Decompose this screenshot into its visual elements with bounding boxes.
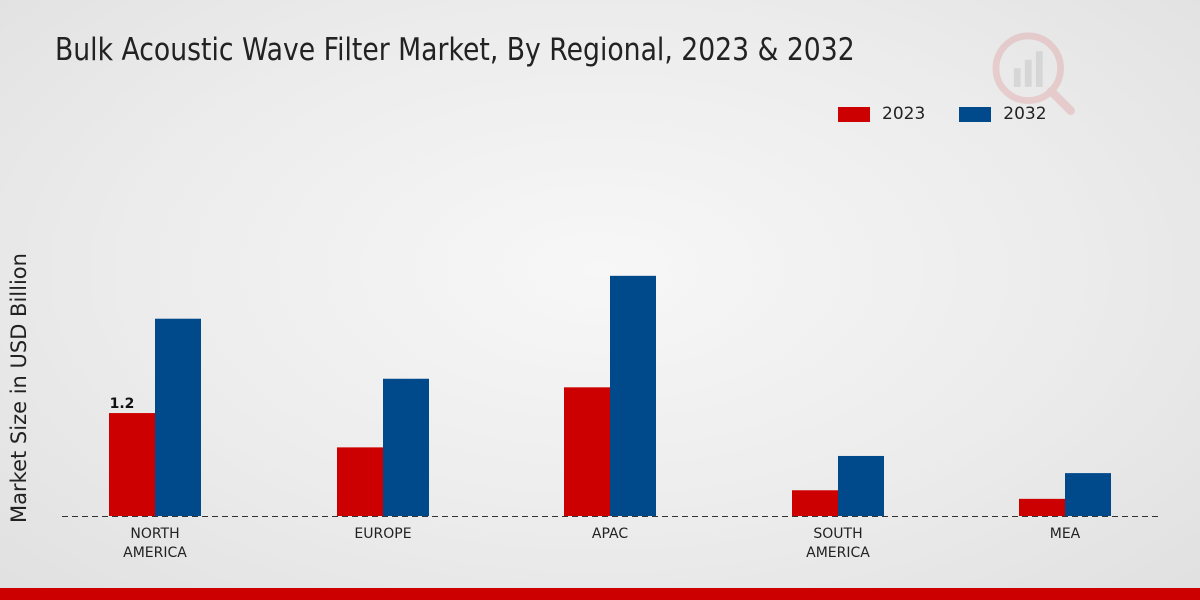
footer-accent-bar [0, 588, 1200, 600]
bar-2023-europe [337, 447, 383, 516]
bar-2032-europe [383, 378, 429, 516]
y-axis-label: Market Size in USD Billion [7, 253, 31, 523]
bar-2023-apac [564, 387, 610, 516]
x-tick-label: APAC [592, 526, 628, 542]
legend-swatch-2032 [959, 106, 992, 122]
legend: 2023 2032 [838, 104, 1047, 124]
bar-2023-south-america [792, 490, 838, 516]
watermark-logo-icon [992, 32, 1075, 115]
legend-swatch-2023 [838, 106, 870, 122]
bar-2032-mea [1065, 473, 1111, 516]
x-tick-label: NORTH [130, 526, 179, 542]
x-tick-label: AMERICA [806, 545, 870, 561]
bar-2023-mea [1019, 498, 1065, 516]
legend-item-2023: 2023 [838, 104, 925, 124]
bar-2032-apac [610, 275, 656, 516]
x-tick-label: MEA [1050, 526, 1081, 542]
x-tick-label: SOUTH [813, 526, 862, 542]
x-tick-label: AMERICA [123, 545, 187, 561]
bar-2032-south-america [838, 455, 884, 516]
data-label: 1.2 [110, 396, 135, 412]
chart-title: Bulk Acoustic Wave Filter Market, By Reg… [55, 32, 855, 68]
legend-item-2032: 2032 [959, 104, 1047, 124]
x-tick-label: EUROPE [354, 526, 411, 542]
bar-2023-north-america [109, 413, 155, 516]
legend-label-2023: 2023 [882, 104, 926, 124]
bar-2032-north-america [155, 318, 201, 516]
legend-label-2032: 2032 [1003, 104, 1047, 124]
